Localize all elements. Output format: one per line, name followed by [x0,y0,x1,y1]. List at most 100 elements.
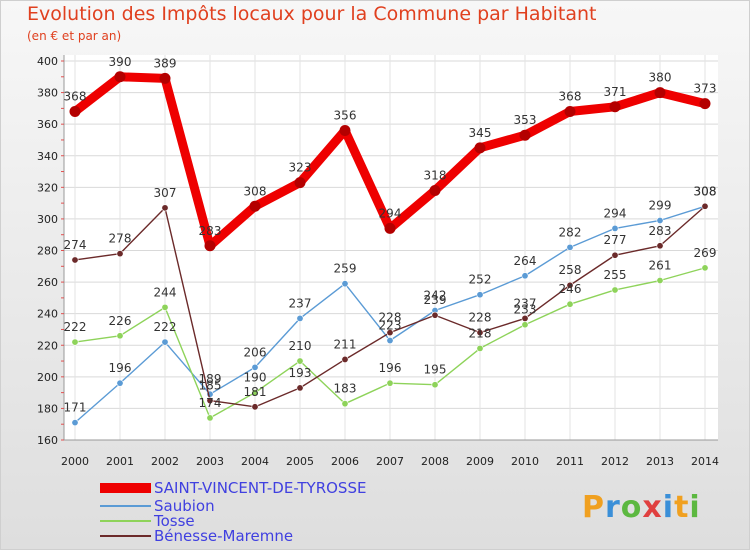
y-tick-label: 160 [37,434,58,447]
data-point [161,303,169,311]
data-label: 218 [469,326,492,340]
data-label: 390 [109,55,132,69]
data-point [71,256,79,264]
x-tick-label: 2011 [556,455,584,468]
data-label: 183 [334,382,357,396]
data-point [69,106,81,118]
data-point [341,355,349,363]
data-point [116,250,124,258]
data-label: 283 [199,224,222,238]
data-point [429,184,441,196]
data-point [566,281,574,289]
data-point [341,280,349,288]
data-point [116,332,124,340]
data-label: 269 [694,246,717,260]
data-point [296,314,304,322]
data-point [386,379,394,387]
y-tick-label: 380 [37,87,58,100]
data-label: 196 [379,361,402,375]
data-point [161,338,169,346]
data-point [384,222,396,234]
data-point [159,72,171,84]
data-point [699,98,711,110]
data-label: 193 [289,366,312,380]
data-label: 195 [424,363,447,377]
data-point [431,311,439,319]
legend-label: Saubion [154,497,215,515]
data-point [611,251,619,259]
y-tick-label: 300 [37,213,58,226]
data-label: 277 [604,233,627,247]
y-tick-label: 280 [37,245,58,258]
data-label: 239 [424,293,447,307]
data-label: 373 [694,82,717,96]
data-point [296,357,304,365]
data-label: 294 [604,206,627,220]
chart-title: Evolution des Impôts locaux pour la Comm… [27,3,597,25]
data-point [564,106,576,118]
data-label: 264 [514,254,537,268]
data-label: 196 [109,361,132,375]
data-point [71,419,79,427]
x-tick-label: 2003 [196,455,224,468]
y-tick-label: 240 [37,308,58,321]
data-label: 380 [649,71,672,85]
data-label: 211 [334,337,357,351]
x-tick-label: 2010 [511,455,539,468]
data-point [114,71,126,83]
data-label: 258 [559,263,582,277]
data-label: 389 [154,56,177,70]
data-point [476,329,484,337]
legend-label: SAINT-VINCENT-DE-TYROSSE [154,479,366,497]
data-label: 226 [109,314,132,328]
data-label: 274 [64,238,87,252]
data-point [611,224,619,232]
data-label: 371 [604,85,627,99]
data-point [656,216,664,224]
data-label: 246 [559,282,582,296]
data-label: 222 [154,320,177,334]
data-label: 237 [289,296,312,310]
data-label: 345 [469,126,492,140]
data-label: 181 [244,385,267,399]
x-tick-label: 2013 [646,455,674,468]
legend-label: Bénesse-Maremne [154,527,293,545]
data-point [611,286,619,294]
data-point [251,363,259,371]
data-label: 353 [514,113,537,127]
proxiti-logo: Proxiti [582,490,701,525]
x-tick-label: 2006 [331,455,359,468]
data-point [701,264,709,272]
data-label: 171 [64,401,87,415]
chart-subtitle: (en € et par an) [27,29,122,43]
x-tick-label: 2005 [286,455,314,468]
data-point [341,400,349,408]
data-label: 206 [244,345,267,359]
data-label: 294 [379,206,402,220]
data-label: 308 [694,184,717,198]
data-point [294,177,306,189]
data-label: 190 [244,371,267,385]
y-tick-label: 220 [37,339,58,352]
data-point [654,87,666,99]
y-tick-label: 180 [37,402,58,415]
x-tick-label: 2008 [421,455,449,468]
data-label: 282 [559,225,582,239]
data-label: 244 [154,285,177,299]
x-tick-label: 2007 [376,455,404,468]
data-point [206,397,214,405]
data-label: 307 [154,186,177,200]
data-label: 223 [379,319,402,333]
data-point [386,337,394,345]
data-label: 323 [289,161,312,175]
data-label: 189 [199,372,222,386]
y-tick-label: 200 [37,371,58,384]
data-point [431,381,439,389]
data-point [296,384,304,392]
data-label: 185 [199,379,222,393]
data-point [116,379,124,387]
data-point [519,129,531,141]
data-label: 228 [469,311,492,325]
data-label: 259 [334,262,357,276]
